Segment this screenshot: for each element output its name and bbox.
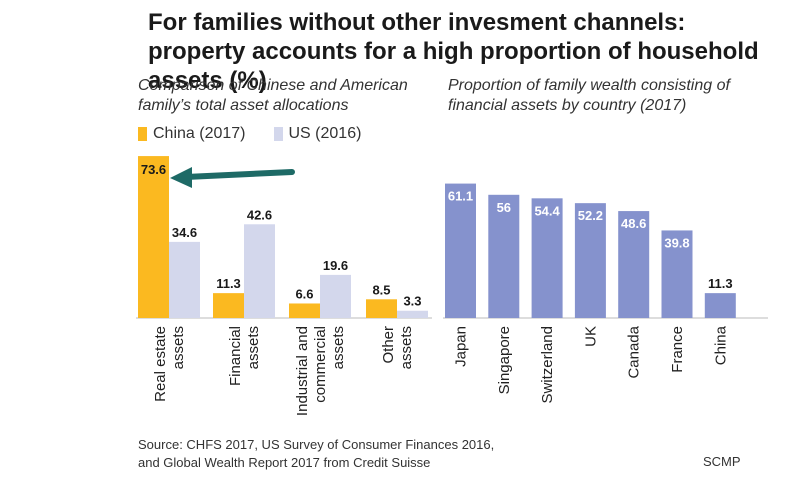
bar-switzerland (531, 198, 563, 318)
category-label-real-estate-assets-line-2: assets (170, 326, 187, 369)
bar-france (661, 230, 693, 318)
data-label-financial-assets-china: 11.3 (216, 276, 241, 291)
category-label-china: China (712, 325, 729, 365)
credit-label: SCMP (703, 454, 741, 469)
arrow-head (170, 167, 192, 188)
category-label-industrial-and-commercial-assets-line-3: assets (330, 326, 347, 369)
category-label-switzerland: Switzerland (539, 326, 556, 404)
bar-financial-assets-us (244, 224, 275, 318)
data-label-uk: 52.2 (578, 208, 603, 223)
bar-china (704, 293, 736, 318)
bar-canada (618, 211, 650, 318)
left-chart-subtitle: Comparison of Chinese and American famil… (138, 77, 408, 114)
data-label-switzerland: 54.4 (534, 203, 560, 218)
bar-real-estate-assets-china (138, 156, 169, 318)
arrow-shaft (183, 169, 295, 180)
data-label-other-assets-china: 8.5 (372, 282, 390, 297)
data-label-france: 39.8 (664, 235, 689, 250)
data-label-industrial-and-commercial-assets-china: 6.6 (295, 286, 313, 301)
data-label-canada: 48.6 (621, 216, 646, 231)
category-label-japan: Japan (453, 326, 470, 367)
data-label-real-estate-assets-china: 73.6 (141, 162, 166, 177)
category-label-industrial-and-commercial-assets-line-2: commercial (312, 326, 329, 403)
bar-japan (445, 183, 476, 318)
legend-item-us: US (2016) (273, 125, 362, 143)
data-label-other-assets-us: 3.3 (403, 294, 421, 309)
category-label-other-assets-line-1: Other (380, 326, 397, 364)
data-label-singapore: 56 (497, 200, 511, 215)
bar-financial-assets-china (213, 293, 244, 318)
bar-real-estate-assets-us (169, 241, 200, 318)
data-label-industrial-and-commercial-assets-us: 19.6 (323, 258, 348, 273)
category-label-real-estate-assets-line-1: Real estate (152, 326, 169, 402)
bar-other-assets-us (397, 310, 428, 318)
category-label-singapore: Singapore (496, 326, 513, 394)
category-label-canada: Canada (626, 325, 643, 378)
data-label-japan: 61.1 (448, 189, 473, 204)
category-label-other-assets-line-2: assets (398, 326, 415, 369)
category-label-france: France (669, 326, 686, 373)
bar-other-assets-china (366, 299, 397, 318)
bar-industrial-and-commercial-assets-us (320, 274, 351, 318)
category-label-financial-assets-line-1: Financial (227, 326, 244, 386)
right-bar-chart: 61.1 Japan 56 Singapore 54.4 Switzerland 52.2 U… (443, 183, 768, 404)
legend-swatch-us (273, 127, 283, 141)
category-label-uk: UK (582, 326, 599, 347)
source-line-2: and Global Wealth Report 2017 from Credi… (138, 455, 431, 470)
bar-singapore (488, 194, 520, 318)
legend: China (2017) US (2016) (138, 125, 389, 143)
source-note: Source: CHFS 2017, US Survey of Consumer… (138, 436, 494, 472)
data-label-real-estate-assets-us: 34.6 (172, 225, 197, 240)
source-line-1: Source: CHFS 2017, US Survey of Consumer… (138, 437, 495, 452)
highlight-arrow (170, 167, 295, 188)
legend-item-china: China (2017) (138, 125, 246, 143)
data-label-china: 11.3 (708, 276, 733, 291)
right-chart-subtitle: Proportion of family wealth consisting o… (448, 77, 730, 114)
category-label-industrial-and-commercial-assets-line-1: Industrial and (294, 326, 311, 416)
legend-label-us: US (2016) (288, 125, 362, 142)
bar-uk (574, 203, 606, 318)
data-label-financial-assets-us: 42.6 (247, 207, 272, 222)
chart-title: For families without other invesment cha… (148, 9, 759, 94)
bar-industrial-and-commercial-assets-china (289, 303, 320, 318)
category-label-financial-assets-line-2: assets (245, 326, 262, 369)
legend-swatch-china (138, 127, 147, 141)
legend-label-china: China (2017) (153, 125, 246, 142)
